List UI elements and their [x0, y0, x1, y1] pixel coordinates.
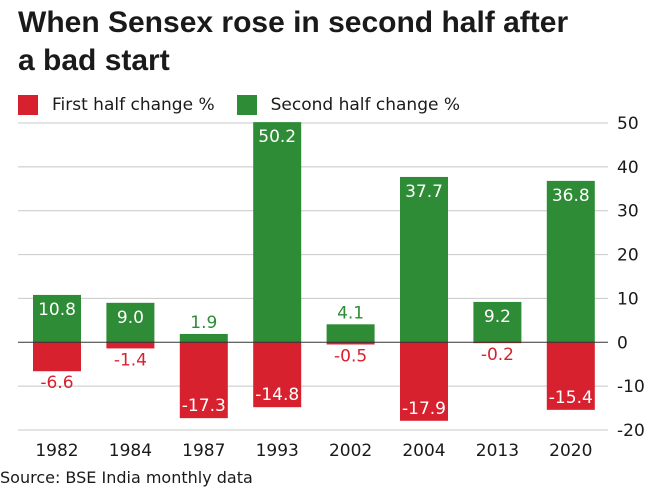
- legend-swatch-first-half: [18, 95, 38, 115]
- bar-second-half: [473, 301, 522, 343]
- x-tick-label: 1982: [35, 441, 78, 461]
- data-label-first-half: -0.5: [334, 346, 367, 366]
- bar-first-half: [546, 342, 595, 410]
- data-label-second-half: 37.7: [405, 182, 443, 202]
- data-label-second-half: 10.8: [38, 300, 76, 320]
- legend: First half change % Second half change %: [18, 92, 482, 118]
- bar-second-half: [33, 294, 81, 343]
- y-tick-label: 0: [617, 333, 628, 353]
- data-label-first-half: -14.8: [255, 385, 299, 405]
- data-label-second-half: 1.9: [190, 313, 217, 333]
- source-note: Source: BSE India monthly data: [0, 468, 253, 487]
- legend-label-first-half: First half change %: [52, 95, 215, 115]
- bar-second-half: [400, 176, 448, 343]
- legend-item-first-half: First half change %: [18, 95, 215, 115]
- data-label-first-half: -1.4: [114, 350, 147, 370]
- legend-item-second-half: Second half change %: [236, 95, 460, 115]
- bar-first-half: [326, 342, 375, 345]
- data-label-first-half: -0.2: [481, 345, 514, 365]
- bar-first-half: [33, 342, 81, 372]
- bar-first-half: [179, 342, 228, 419]
- data-label-first-half: -17.9: [402, 399, 446, 419]
- y-tick-label: -10: [617, 377, 645, 397]
- legend-swatch-second-half: [236, 95, 257, 115]
- x-tick-label: 2020: [549, 441, 592, 461]
- x-tick-label: 1993: [256, 441, 299, 461]
- bar-second-half: [546, 180, 595, 343]
- data-label-first-half: -15.4: [549, 388, 593, 408]
- x-tick-label: 2004: [402, 441, 445, 461]
- x-tick-label: 2002: [329, 441, 372, 461]
- data-label-first-half: -17.3: [182, 396, 226, 416]
- bar-second-half: [253, 122, 302, 343]
- bar-second-half: [106, 302, 155, 343]
- bar-second-half: [179, 333, 228, 343]
- data-label-second-half: 50.2: [258, 127, 296, 147]
- y-tick-label: -20: [617, 421, 645, 441]
- y-tick-label: 50: [617, 114, 639, 134]
- legend-label-second-half: Second half change %: [270, 95, 460, 115]
- bar-first-half: [106, 342, 155, 349]
- data-label-second-half: 4.1: [337, 303, 364, 323]
- x-tick-label: 1987: [182, 441, 225, 461]
- data-label-second-half: 36.8: [552, 186, 590, 206]
- y-tick-label: 10: [617, 289, 639, 309]
- chart-title: When Sensex rose in second half after a …: [18, 6, 569, 77]
- x-tick-label: 2013: [476, 441, 519, 461]
- x-tick-label: 1984: [109, 441, 152, 461]
- y-tick-label: 30: [617, 202, 639, 222]
- y-tick-label: 20: [617, 246, 639, 266]
- bar-first-half: [400, 342, 448, 421]
- data-label-first-half: -6.6: [40, 373, 73, 393]
- data-label-second-half: 9.0: [117, 308, 144, 328]
- bar-first-half: [253, 342, 302, 408]
- y-tick-label: 40: [617, 158, 639, 178]
- bar-second-half: [326, 324, 375, 343]
- data-label-second-half: 9.2: [484, 307, 511, 327]
